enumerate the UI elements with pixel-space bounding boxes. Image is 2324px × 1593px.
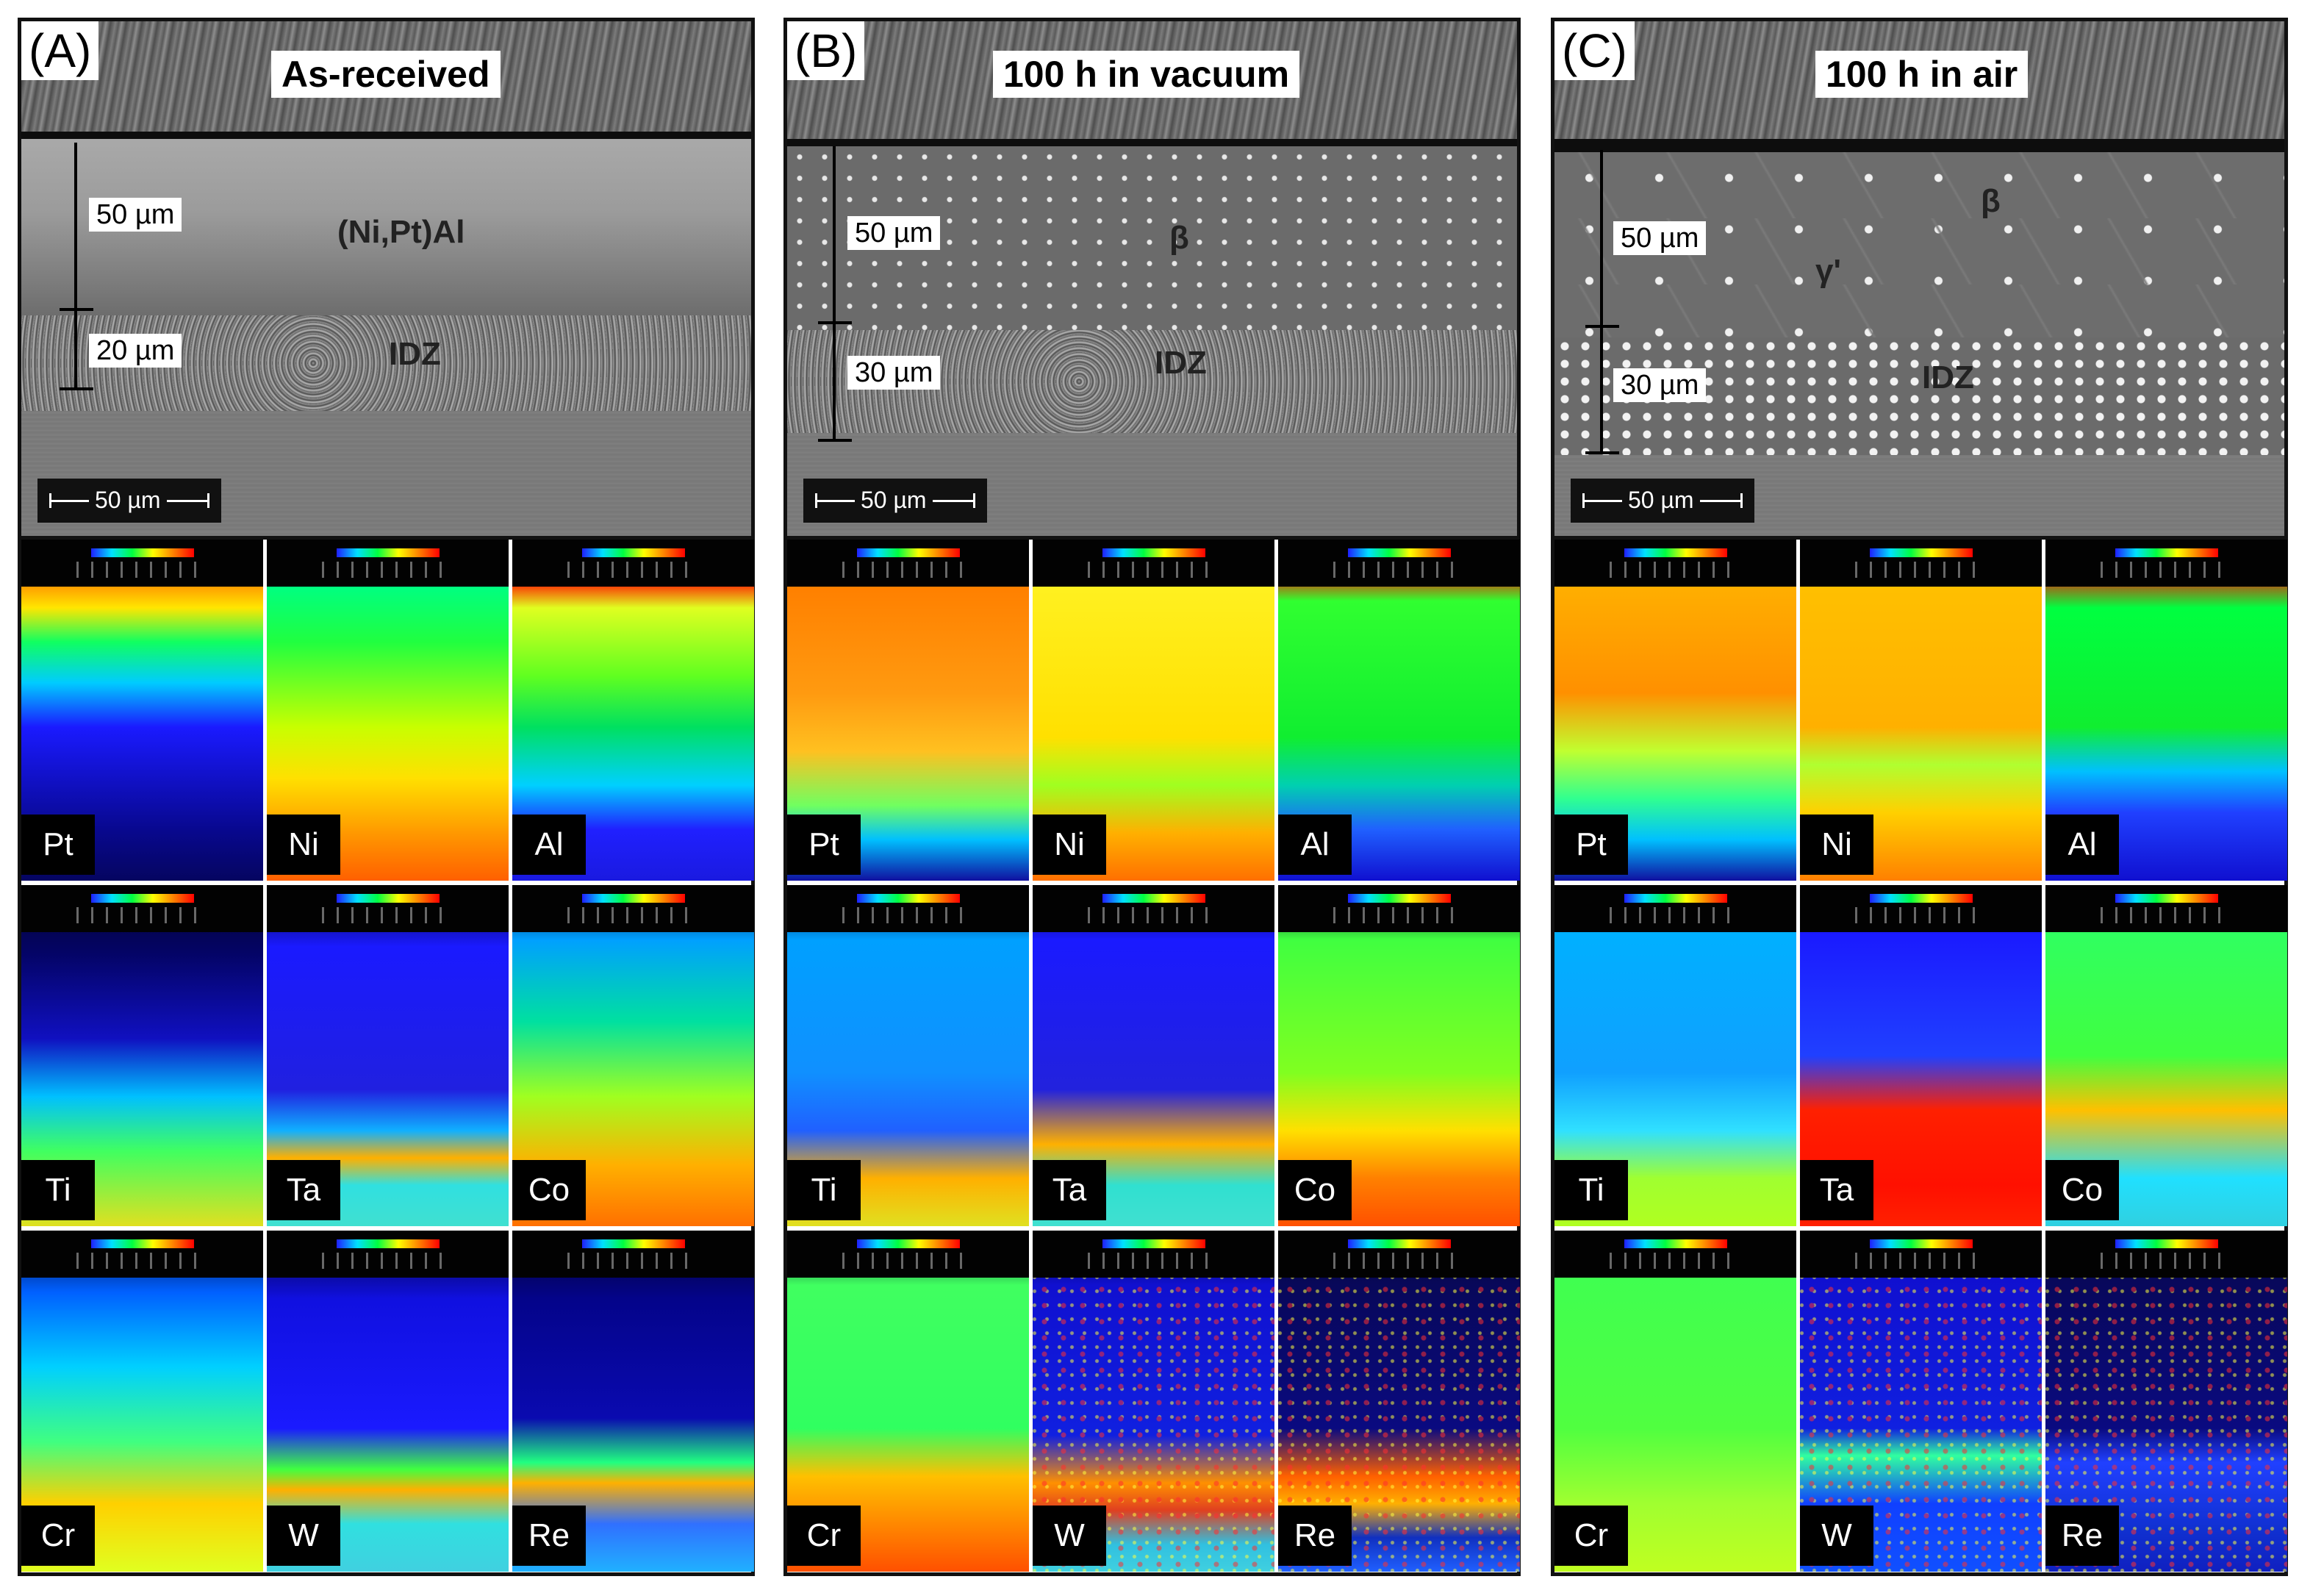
element-label: Ta (1033, 1160, 1106, 1220)
dimension-label-beta: 50 µm (89, 198, 182, 232)
zone-label-beta: (Ni,Pt)Al (337, 214, 465, 250)
sem-micrograph-a: (A) As-received 50 µm 20 µm (Ni,Pt)Al ID… (21, 21, 751, 540)
eds-map-al: Al (2045, 540, 2287, 881)
element-label: Al (2045, 815, 2119, 875)
element-label: Pt (787, 815, 861, 875)
element-label: Pt (21, 815, 95, 875)
element-label: Ni (267, 815, 340, 875)
zone-label-beta: β (1981, 183, 2001, 219)
element-label: Co (2045, 1160, 2119, 1220)
element-label: Ni (1033, 815, 1106, 875)
eds-map-co: Co (1278, 885, 1520, 1226)
dimension-arrow (74, 143, 77, 389)
scale-bar: 50 µm (37, 479, 221, 523)
eds-map-co: Co (2045, 885, 2287, 1226)
eds-map-re: Re (2045, 1231, 2287, 1572)
eds-map-pt: Pt (21, 540, 263, 881)
scale-bar-label: 50 µm (1622, 486, 1700, 514)
dimension-tick (1585, 325, 1619, 328)
zone-label-gamma-prime: γ' (1815, 253, 1841, 289)
eds-map-co: Co (512, 885, 754, 1226)
eds-map-cr: Cr (1554, 1231, 1796, 1572)
eds-map-ti: Ti (21, 885, 263, 1226)
eds-map-w: W (267, 1231, 509, 1572)
element-label: Cr (1554, 1506, 1628, 1566)
element-label: Al (1278, 815, 1352, 875)
eds-map-pt: Pt (787, 540, 1029, 881)
eds-map-al: Al (1278, 540, 1520, 881)
element-label: Co (512, 1160, 586, 1220)
eds-map-ni: Ni (1800, 540, 2042, 881)
eds-map-w: W (1033, 1231, 1274, 1572)
element-label: Co (1278, 1160, 1352, 1220)
dimension-arrow (833, 146, 836, 440)
panel-title: 100 h in air (1815, 51, 2029, 98)
element-label: Ti (1554, 1160, 1628, 1220)
scale-bar: 50 µm (803, 479, 987, 523)
element-label: Ti (787, 1160, 861, 1220)
eds-map-cr: Cr (787, 1231, 1029, 1572)
element-label: Al (512, 815, 586, 875)
element-label: W (1800, 1506, 1873, 1566)
eds-map-pt: Pt (1554, 540, 1796, 881)
panel-letter: (B) (787, 21, 865, 80)
panel-b: (B) 100 h in vacuum 50 µm 30 µm β IDZ 50… (783, 18, 1521, 1576)
element-label: W (1033, 1506, 1106, 1566)
eds-map-ta: Ta (1033, 885, 1274, 1226)
panel-a: (A) As-received 50 µm 20 µm (Ni,Pt)Al ID… (18, 18, 755, 1576)
element-label: Cr (787, 1506, 861, 1566)
dimension-label-idz: 20 µm (89, 334, 182, 368)
panel-c: (C) 100 h in air 50 µm 30 µm β IDZ γ' 50… (1551, 18, 2288, 1576)
eds-map-ta: Ta (267, 885, 509, 1226)
element-label: Re (512, 1506, 586, 1566)
element-label: Cr (21, 1506, 95, 1566)
panel-title: 100 h in vacuum (993, 51, 1300, 98)
element-label: Re (2045, 1506, 2119, 1566)
dimension-label-idz: 30 µm (847, 356, 941, 390)
eds-map-re: Re (512, 1231, 754, 1572)
scale-bar-label: 50 µm (89, 486, 167, 514)
eds-map-re: Re (1278, 1231, 1520, 1572)
eds-map-ti: Ti (787, 885, 1029, 1226)
element-label: Ni (1800, 815, 1873, 875)
eds-map-w: W (1800, 1231, 2042, 1572)
sem-micrograph-b: (B) 100 h in vacuum 50 µm 30 µm β IDZ 50… (787, 21, 1517, 540)
eds-map-grid-b: Pt Ni Al Ti Ta Co Cr (787, 540, 1520, 1572)
eds-map-cr: Cr (21, 1231, 263, 1572)
element-label: Ti (21, 1160, 95, 1220)
element-label: Ta (267, 1160, 340, 1220)
scale-bar-label: 50 µm (855, 486, 933, 514)
zone-label-beta: β (1169, 220, 1189, 256)
dimension-tick (60, 308, 93, 311)
dimension-tick (818, 439, 852, 442)
dimension-tick (1585, 451, 1619, 454)
panel-letter: (A) (21, 21, 99, 80)
dimension-label-idz: 30 µm (1613, 368, 1707, 402)
scale-bar: 50 µm (1571, 479, 1754, 523)
beta-layer (1554, 152, 2284, 340)
zone-label-idz: IDZ (1922, 359, 1974, 395)
sem-micrograph-c: (C) 100 h in air 50 µm 30 µm β IDZ γ' 50… (1554, 21, 2284, 540)
eds-map-ni: Ni (1033, 540, 1274, 881)
eds-map-al: Al (512, 540, 754, 881)
element-label: Ta (1800, 1160, 1873, 1220)
panel-letter: (C) (1554, 21, 1635, 80)
dimension-tick (60, 387, 93, 390)
zone-label-idz: IDZ (1155, 345, 1207, 381)
element-label: Pt (1554, 815, 1628, 875)
dimension-label-beta: 50 µm (1613, 221, 1707, 255)
dimension-tick (818, 321, 852, 324)
panel-title: As-received (271, 51, 501, 98)
element-label: W (267, 1506, 340, 1566)
dimension-label-beta: 50 µm (847, 216, 941, 250)
eds-map-grid-a: Pt Ni Al Ti Ta Co Cr (21, 540, 754, 1572)
eds-map-ta: Ta (1800, 885, 2042, 1226)
element-label: Re (1278, 1506, 1352, 1566)
eds-map-ni: Ni (267, 540, 509, 881)
eds-map-grid-c: Pt Ni Al Ti Ta Co Cr (1554, 540, 2287, 1572)
eds-map-ti: Ti (1554, 885, 1796, 1226)
dimension-arrow (1600, 150, 1603, 451)
zone-label-idz: IDZ (389, 336, 441, 372)
